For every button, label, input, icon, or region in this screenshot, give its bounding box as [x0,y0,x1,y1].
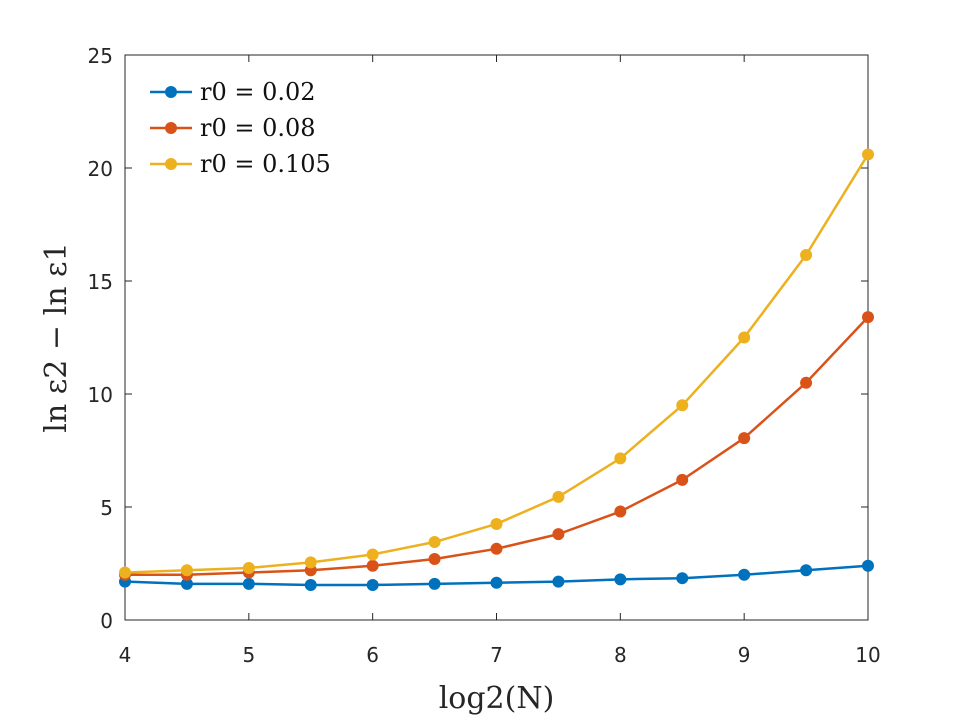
x-tick-label: 9 [738,643,751,667]
data-point [800,249,813,262]
x-tick-label: 7 [490,643,503,667]
data-point [490,576,503,589]
data-point [862,311,874,324]
data-point [304,578,317,591]
x-tick-label: 6 [366,643,379,667]
data-point [676,473,689,486]
x-tick-label: 5 [242,643,255,667]
data-point [614,573,627,586]
y-tick-label: 25 [88,44,113,68]
y-tick-label: 5 [100,496,113,520]
y-axis-label: ln ε2 − ln ε1 [39,242,74,432]
data-point [552,575,565,588]
y-tick-label: 10 [88,383,113,407]
legend-entry: r0 = 0.02 [200,78,316,106]
data-point [428,577,441,590]
data-point [738,432,751,445]
data-point [428,552,441,565]
data-point [366,559,379,572]
data-point [862,148,874,161]
data-point [366,578,379,591]
data-point [614,505,627,518]
x-axis-label: log2(N) [439,681,555,716]
data-point [738,568,751,581]
data-point [428,536,441,549]
data-point [490,517,503,530]
x-tick-label: 8 [614,643,627,667]
series-1 [119,559,874,591]
data-point [119,566,131,579]
data-point [862,559,874,572]
legend-entry: r0 = 0.105 [200,150,331,178]
data-point [676,572,689,585]
data-point [738,331,751,344]
data-point [800,564,813,577]
legend: r0 = 0.02 r0 = 0.08 r0 = 0.105 [150,78,331,178]
data-point [180,577,193,590]
series-3 [119,148,874,579]
plot-area: 4 5 6 7 8 9 10 0 5 10 15 20 25 log2(N) ln ε2 − ln ε1 r0… [39,44,881,716]
legend-marker [165,158,177,170]
data-point [304,556,317,569]
legend-marker [165,122,177,134]
legend-entry: r0 = 0.08 [200,114,316,142]
y-tick-label: 0 [100,609,113,633]
data-point [242,577,255,590]
data-point [552,490,565,503]
x-tick-label: 4 [119,643,132,667]
y-tick-label: 20 [88,157,113,181]
data-point [490,542,503,555]
data-point [242,562,255,575]
data-point [366,548,379,561]
legend-marker [165,86,177,98]
data-point [800,376,813,389]
data-point [614,452,627,465]
data-point [676,399,689,412]
x-tick-label: 10 [855,643,880,667]
data-point [180,564,193,577]
y-tick-label: 15 [88,270,113,294]
data-point [552,528,565,541]
